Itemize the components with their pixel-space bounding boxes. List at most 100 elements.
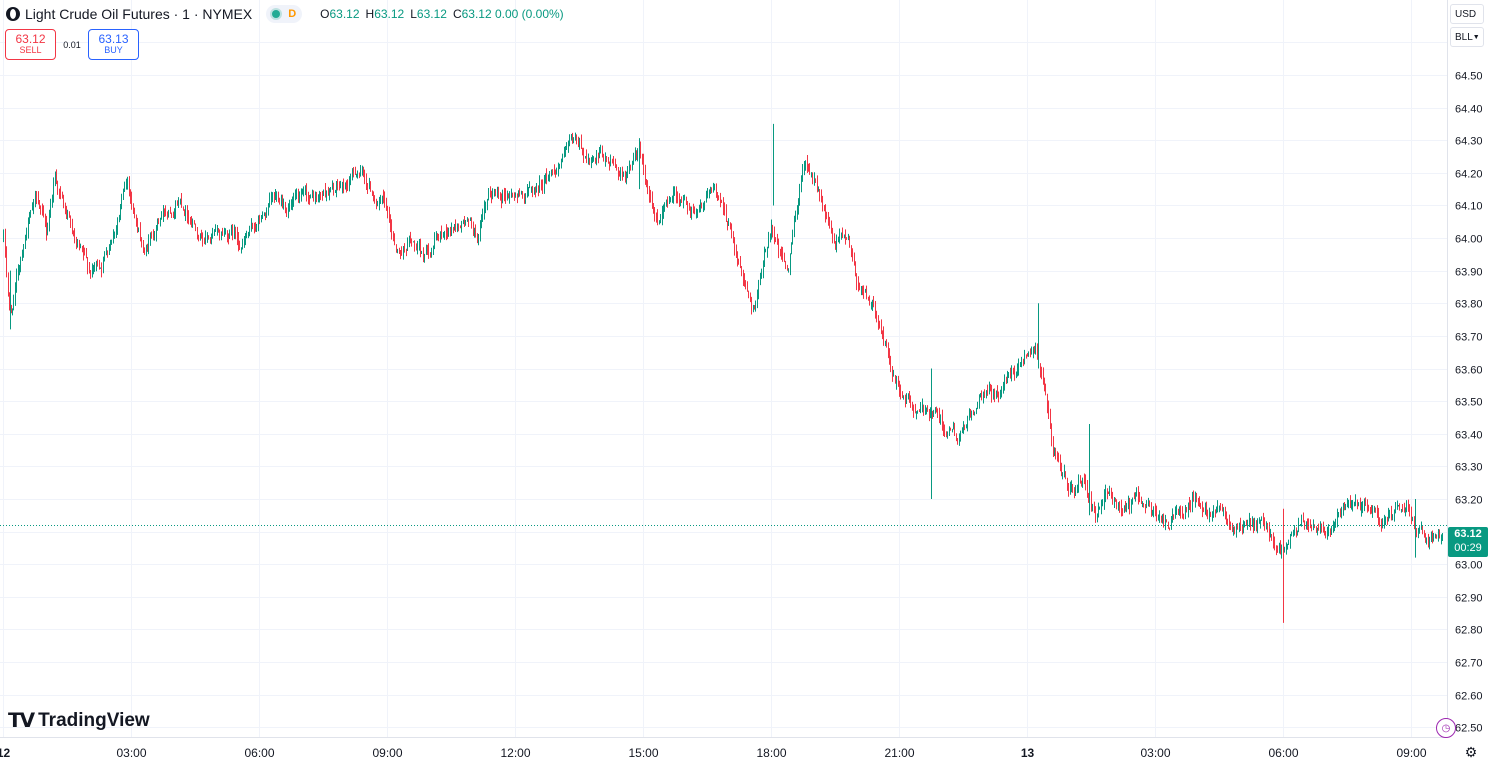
candle-body xyxy=(990,388,991,391)
candle-body xyxy=(876,311,877,317)
candle-body xyxy=(5,232,6,254)
candle-body xyxy=(835,241,836,246)
gear-icon[interactable]: ⚙ xyxy=(1464,744,1478,760)
candle-body xyxy=(1381,524,1382,528)
candle-body xyxy=(989,388,990,393)
candle-body xyxy=(286,209,287,212)
candle-body xyxy=(763,263,764,274)
candle-body xyxy=(477,234,478,242)
candle-body xyxy=(1131,504,1132,508)
price-axis[interactable]: 64.6064.5064.4064.3064.2064.1064.0063.90… xyxy=(1447,0,1490,765)
candle-body xyxy=(1033,347,1034,353)
candle-body xyxy=(447,234,448,236)
candle-body xyxy=(620,170,621,176)
candle-body xyxy=(1233,527,1234,530)
candle-body xyxy=(704,202,705,206)
candle-body xyxy=(1316,527,1317,531)
candle-body xyxy=(205,236,206,243)
candle-body xyxy=(461,221,462,228)
candle-body xyxy=(637,151,638,158)
candle-body xyxy=(920,408,921,412)
candle-body xyxy=(760,277,761,285)
alert-clock-icon[interactable]: ◷ xyxy=(1436,718,1456,738)
candle-body xyxy=(856,274,857,284)
candle-body xyxy=(164,210,165,212)
candle-body xyxy=(266,208,267,216)
candle-body xyxy=(478,234,479,242)
candle-body xyxy=(633,156,634,163)
sell-button[interactable]: 63.12 SELL xyxy=(5,29,56,60)
currency-selector[interactable]: USD xyxy=(1450,4,1484,24)
candle-body xyxy=(788,268,789,270)
candle-body xyxy=(1109,491,1110,494)
candle-body xyxy=(579,141,580,143)
candle-body xyxy=(997,392,998,395)
data-status-pill[interactable]: D xyxy=(266,5,303,23)
candle-body xyxy=(511,193,512,196)
candle-body xyxy=(1236,524,1237,532)
last-price-value: 63.12 xyxy=(1454,528,1482,541)
ohlc-low: L63.12 xyxy=(410,7,447,21)
candle-body xyxy=(834,238,835,242)
candle-body xyxy=(463,220,464,222)
candle-body xyxy=(18,269,19,275)
candle-body xyxy=(1323,528,1324,530)
sell-price: 63.12 xyxy=(15,31,46,46)
candle-body xyxy=(731,223,732,233)
candle-body xyxy=(187,210,188,217)
candle-body xyxy=(1259,522,1260,524)
candlestick-series xyxy=(3,123,1443,623)
candle-body xyxy=(107,251,108,253)
candle-body xyxy=(915,410,916,413)
candle-body xyxy=(77,244,78,246)
symbol-title[interactable]: Light Crude Oil Futures · 1 · NYMEX xyxy=(25,6,253,22)
candle-body xyxy=(1104,496,1105,504)
candle-body xyxy=(238,239,239,245)
candle-body xyxy=(283,205,284,207)
candle-body xyxy=(679,198,680,204)
candle-body xyxy=(544,181,545,188)
candle-body xyxy=(188,216,189,218)
candle-body xyxy=(158,219,159,221)
candle-body xyxy=(573,139,574,141)
candle-body xyxy=(986,391,987,394)
candle-body xyxy=(926,409,927,411)
candle-body xyxy=(1330,529,1331,533)
tradingview-logo[interactable]: 𝗧𝗩 TradingView xyxy=(8,708,150,733)
candle-body xyxy=(113,234,114,243)
candle-body xyxy=(718,197,719,201)
candle-body xyxy=(613,161,614,163)
candle-body xyxy=(1428,539,1429,543)
candle-body xyxy=(1331,529,1332,533)
candle-body xyxy=(1277,550,1278,552)
candle-body xyxy=(1341,508,1342,516)
candle-body xyxy=(359,172,360,175)
candle-body xyxy=(241,247,242,249)
candle-body xyxy=(272,195,273,199)
candle-body xyxy=(1313,525,1314,530)
time-tick-label: 15:00 xyxy=(628,746,658,760)
candle-body xyxy=(1260,519,1261,523)
candle-body xyxy=(801,177,802,191)
candle-body xyxy=(1129,502,1130,508)
time-axis[interactable]: 12 03:00 06:00 09:00 12:00 15:00 18:00 21:00 13 0… xyxy=(0,737,1447,761)
candle-body xyxy=(242,243,243,248)
unit-selector[interactable]: BLL ▼ xyxy=(1450,27,1484,47)
candle-body xyxy=(1279,546,1280,551)
candle-body xyxy=(1094,506,1095,512)
candle-body xyxy=(1240,524,1241,527)
candle-body xyxy=(916,412,917,414)
buy-button[interactable]: 63.13 BUY xyxy=(88,29,139,60)
candle-body xyxy=(625,175,626,179)
candle-body xyxy=(1037,349,1038,358)
candle-body xyxy=(944,429,945,433)
candle-body xyxy=(846,238,847,240)
candle-body xyxy=(956,435,957,441)
candle-body xyxy=(828,216,829,220)
candle-body xyxy=(1435,536,1436,539)
candle-body xyxy=(1153,508,1154,511)
market-open-dot-icon xyxy=(272,10,281,18)
candle-body xyxy=(667,200,668,203)
candle-body xyxy=(404,247,405,251)
